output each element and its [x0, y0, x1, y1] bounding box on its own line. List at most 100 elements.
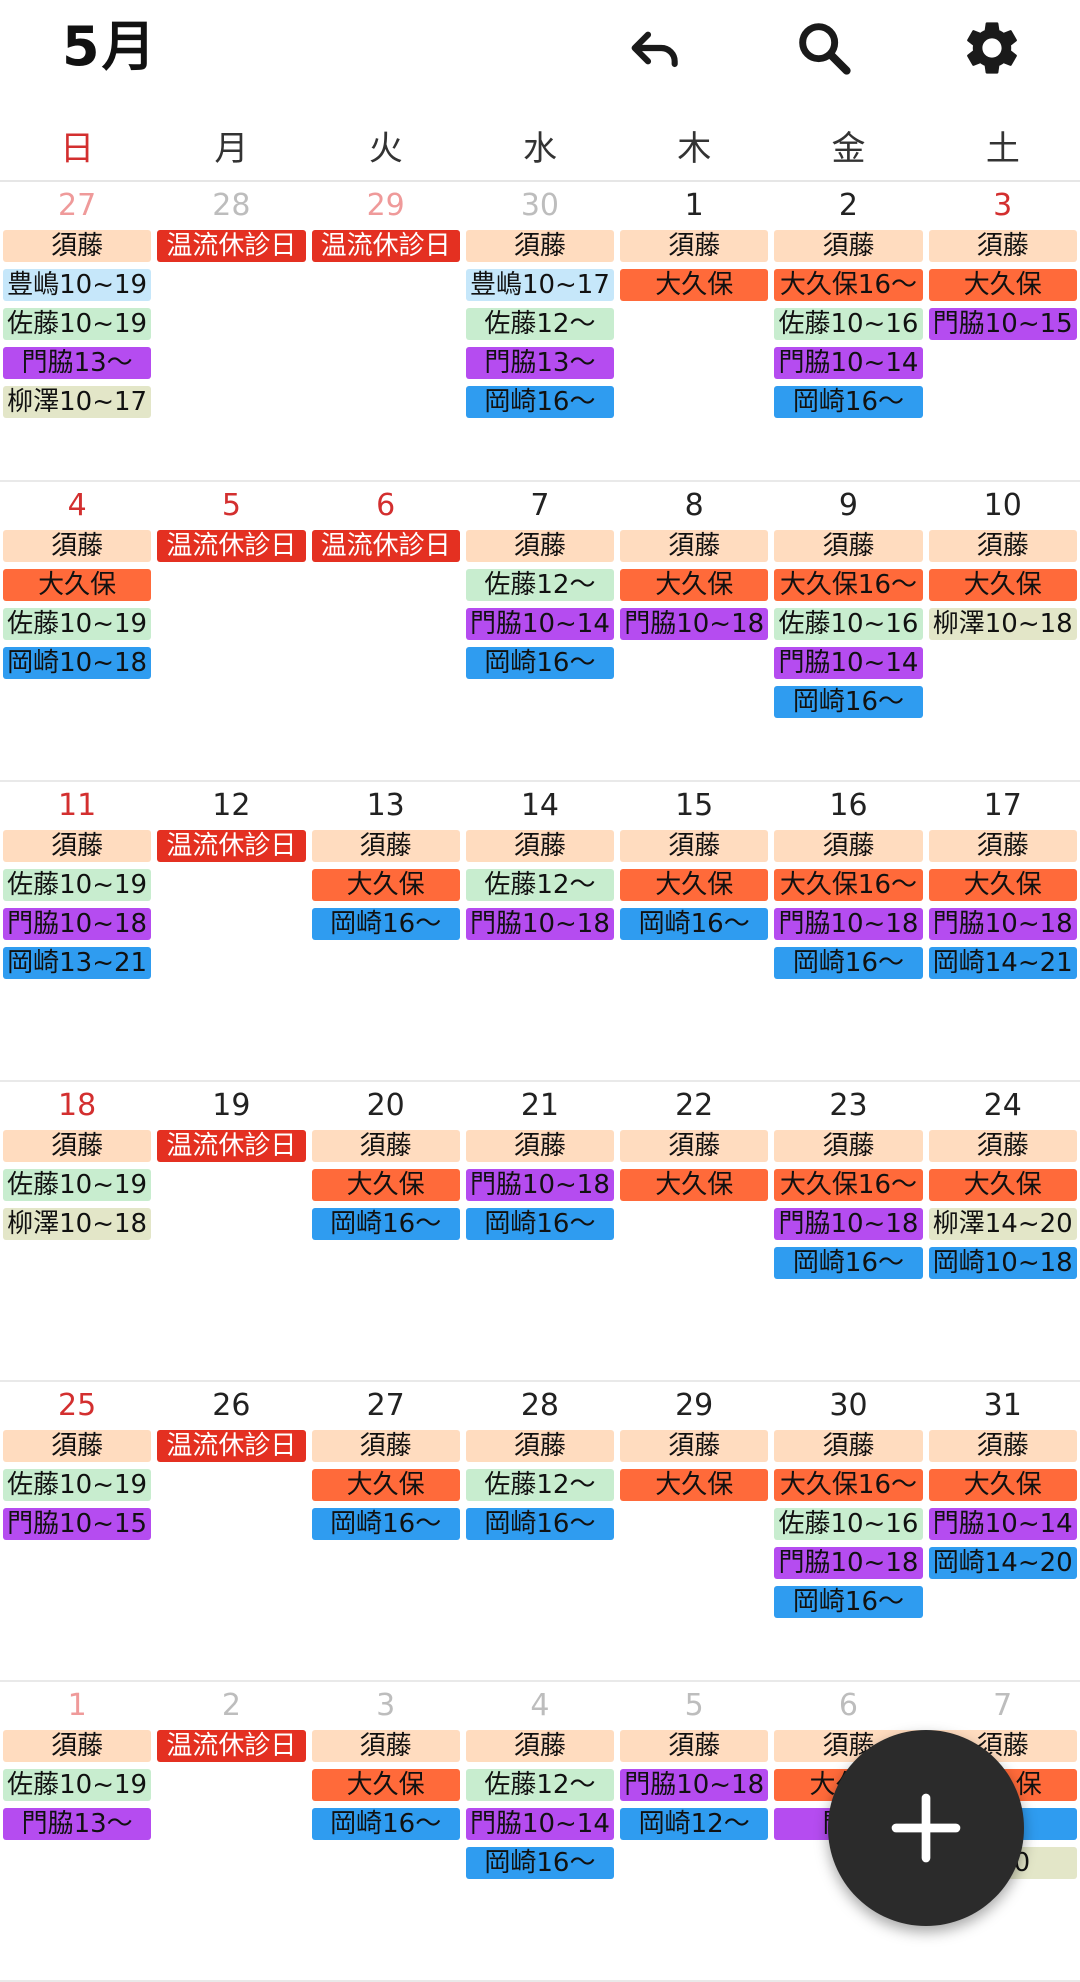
event-chip[interactable]: 門脇10~14: [928, 1508, 1077, 1540]
event-chip[interactable]: 門脇10~15: [928, 308, 1077, 340]
calendar-day[interactable]: 2 温流休診日: [154, 1682, 308, 1980]
event-chip[interactable]: 岡崎10~18: [3, 647, 152, 679]
event-chip[interactable]: 須藤: [3, 230, 152, 262]
event-chip[interactable]: 須藤: [3, 830, 152, 862]
calendar-day[interactable]: 2 須藤 大久保16～ 佐藤10~16 門脇10~14 岡崎16～: [771, 182, 925, 480]
event-chip[interactable]: 岡崎16～: [465, 1847, 615, 1879]
calendar-day[interactable]: 7 須藤 佐藤12～ 門脇10~14 岡崎16～: [463, 482, 617, 780]
event-chip[interactable]: 温流休診日: [157, 530, 306, 562]
event-chip[interactable]: 岡崎16～: [465, 1508, 615, 1540]
event-chip[interactable]: 門脇10~18: [3, 908, 152, 940]
event-chip[interactable]: 佐藤10~16: [774, 308, 923, 340]
event-chip[interactable]: 佐藤10~19: [3, 869, 152, 901]
event-chip[interactable]: 須藤: [3, 1430, 152, 1462]
event-chip[interactable]: 岡崎16～: [774, 1586, 923, 1618]
event-chip[interactable]: 須藤: [465, 530, 615, 562]
event-chip[interactable]: 須藤: [620, 530, 769, 562]
event-chip[interactable]: 門脇10~18: [774, 908, 923, 940]
event-chip[interactable]: 須藤: [620, 1730, 769, 1762]
calendar-day[interactable]: 16 須藤 大久保16～ 門脇10~18 岡崎16～: [771, 782, 925, 1080]
event-chip[interactable]: 門脇10~14: [465, 1808, 615, 1840]
event-chip[interactable]: 大久保: [928, 269, 1077, 301]
event-chip[interactable]: 須藤: [928, 1430, 1077, 1462]
event-chip[interactable]: 佐藤10~19: [3, 1469, 152, 1501]
calendar-day[interactable]: 24 須藤 大久保 柳澤14~20 岡崎10~18: [926, 1082, 1080, 1380]
event-chip[interactable]: 柳澤10~18: [3, 1208, 152, 1240]
event-chip[interactable]: 門脇10~15: [3, 1508, 152, 1540]
calendar-day[interactable]: 1 須藤 佐藤10~19 門脇13～: [0, 1682, 154, 1980]
event-chip[interactable]: 温流休診日: [157, 1430, 306, 1462]
calendar-day[interactable]: 15 須藤 大久保 岡崎16～: [617, 782, 771, 1080]
event-chip[interactable]: 岡崎14~20: [928, 1547, 1077, 1579]
calendar-day[interactable]: 28 須藤 佐藤12～ 岡崎16～: [463, 1382, 617, 1680]
event-chip[interactable]: 佐藤12～: [465, 1469, 615, 1501]
event-chip[interactable]: 須藤: [620, 830, 769, 862]
event-chip[interactable]: 須藤: [465, 230, 615, 262]
event-chip[interactable]: 佐藤10~16: [774, 608, 923, 640]
event-chip[interactable]: 大久保: [928, 1169, 1077, 1201]
event-chip[interactable]: 門脇10~18: [928, 908, 1077, 940]
event-chip[interactable]: 門脇10~14: [774, 647, 923, 679]
event-chip[interactable]: 大久保16～: [774, 569, 923, 601]
month-title[interactable]: 5月: [62, 15, 158, 78]
calendar-day[interactable]: 13 須藤 大久保 岡崎16～: [309, 782, 463, 1080]
event-chip[interactable]: 岡崎16～: [774, 686, 923, 718]
calendar-day[interactable]: 29 須藤 大久保: [617, 1382, 771, 1680]
event-chip[interactable]: 須藤: [465, 830, 615, 862]
event-chip[interactable]: 大久保: [620, 269, 769, 301]
calendar-day[interactable]: 17 須藤 大久保 門脇10~18 岡崎14~21: [926, 782, 1080, 1080]
event-chip[interactable]: 岡崎16～: [774, 386, 923, 418]
calendar-day[interactable]: 28 温流休診日: [154, 182, 308, 480]
calendar-day[interactable]: 27 須藤 大久保 岡崎16～: [309, 1382, 463, 1680]
event-chip[interactable]: 大久保: [311, 1469, 460, 1501]
calendar-day[interactable]: 9 須藤 大久保16～ 佐藤10~16 門脇10~14 岡崎16～: [771, 482, 925, 780]
event-chip[interactable]: 岡崎13~21: [3, 947, 152, 979]
calendar-day[interactable]: 27 須藤 豊嶋10~19 佐藤10~19 門脇13～ 柳澤10~17: [0, 182, 154, 480]
event-chip[interactable]: 門脇10~18: [465, 908, 615, 940]
calendar-day[interactable]: 4 須藤 佐藤12～ 門脇10~14 岡崎16～: [463, 1682, 617, 1980]
event-chip[interactable]: 岡崎16～: [311, 1208, 460, 1240]
event-chip[interactable]: 岡崎16～: [465, 386, 615, 418]
event-chip[interactable]: 温流休診日: [157, 1130, 306, 1162]
event-chip[interactable]: 大久保: [620, 1469, 769, 1501]
calendar-day[interactable]: 20 須藤 大久保 岡崎16～: [309, 1082, 463, 1380]
event-chip[interactable]: 大久保16～: [774, 1169, 923, 1201]
event-chip[interactable]: 須藤: [774, 1130, 923, 1162]
event-chip[interactable]: 須藤: [311, 830, 460, 862]
event-chip[interactable]: 大久保: [3, 569, 152, 601]
calendar-day[interactable]: 5 須藤 門脇10~18 岡崎12～: [617, 1682, 771, 1980]
event-chip[interactable]: 須藤: [311, 1730, 460, 1762]
event-chip[interactable]: 大久保: [620, 1169, 769, 1201]
event-chip[interactable]: 須藤: [774, 830, 923, 862]
event-chip[interactable]: 須藤: [928, 230, 1077, 262]
event-chip[interactable]: 大久保16～: [774, 869, 923, 901]
event-chip[interactable]: 大久保: [311, 1769, 460, 1801]
event-chip[interactable]: 大久保16～: [774, 269, 923, 301]
event-chip[interactable]: 門脇10~14: [774, 347, 923, 379]
event-chip[interactable]: 須藤: [774, 230, 923, 262]
calendar-day[interactable]: 1 須藤 大久保: [617, 182, 771, 480]
event-chip[interactable]: 岡崎14~21: [928, 947, 1077, 979]
event-chip[interactable]: 須藤: [774, 530, 923, 562]
calendar-day[interactable]: 10 須藤 大久保 柳澤10~18: [926, 482, 1080, 780]
event-chip[interactable]: 須藤: [3, 530, 152, 562]
calendar-day[interactable]: 30 須藤 大久保16～ 佐藤10~16 門脇10~18 岡崎16～: [771, 1382, 925, 1680]
event-chip[interactable]: 豊嶋10~19: [3, 269, 152, 301]
event-chip[interactable]: 須藤: [620, 1130, 769, 1162]
event-chip[interactable]: 温流休診日: [311, 530, 460, 562]
event-chip[interactable]: 大久保16～: [774, 1469, 923, 1501]
event-chip[interactable]: 須藤: [311, 1430, 460, 1462]
event-chip[interactable]: 門脇10~18: [774, 1547, 923, 1579]
calendar-day[interactable]: 31 須藤 大久保 門脇10~14 岡崎14~20: [926, 1382, 1080, 1680]
event-chip[interactable]: 門脇10~14: [465, 608, 615, 640]
event-chip[interactable]: 岡崎16～: [311, 1808, 460, 1840]
event-chip[interactable]: 佐藤12～: [465, 1769, 615, 1801]
event-chip[interactable]: 須藤: [620, 1430, 769, 1462]
event-chip[interactable]: 岡崎16～: [774, 947, 923, 979]
calendar-day[interactable]: 21 須藤 門脇10~18 岡崎16～: [463, 1082, 617, 1380]
calendar-day[interactable]: 8 須藤 大久保 門脇10~18: [617, 482, 771, 780]
event-chip[interactable]: 豊嶋10~17: [465, 269, 615, 301]
event-chip[interactable]: 岡崎16～: [620, 908, 769, 940]
event-chip[interactable]: 大久保: [620, 869, 769, 901]
event-chip[interactable]: 須藤: [620, 230, 769, 262]
